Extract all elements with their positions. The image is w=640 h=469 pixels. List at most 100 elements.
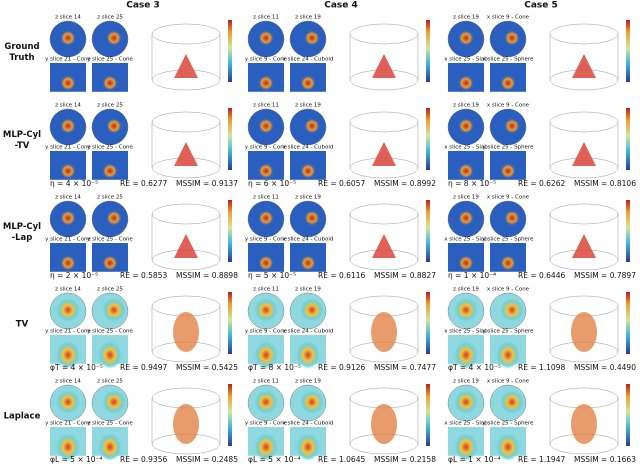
blob — [500, 298, 524, 322]
blob — [98, 341, 122, 369]
colorbar — [426, 108, 430, 170]
blob — [296, 341, 320, 369]
case-title: Case 4 — [324, 1, 358, 11]
volume — [174, 54, 198, 78]
blob — [504, 30, 520, 46]
slice-label: z slice 19 — [295, 287, 321, 293]
slice-label: z slice 19 — [453, 15, 479, 21]
slice-label: z slice 11 — [253, 379, 279, 385]
mssim: MSSIM = 0.8898 — [176, 271, 238, 280]
re: RE = 0.6446 — [518, 271, 565, 280]
slice-label: y slice 21 - Cone — [45, 237, 91, 243]
blob — [458, 255, 474, 271]
blob — [500, 75, 516, 91]
blob — [504, 118, 520, 134]
slice-label: x slice 25 - Slab — [444, 421, 488, 427]
slice-label: z slice 14 — [55, 287, 81, 293]
cyl-top — [151, 203, 221, 225]
volume — [372, 234, 396, 258]
blob — [56, 433, 80, 461]
blob — [300, 390, 324, 414]
volume — [174, 142, 198, 166]
blob — [258, 163, 274, 179]
blob — [106, 210, 122, 226]
mssim: MSSIM = 0.9137 — [176, 179, 238, 188]
re: RE = 1.1947 — [518, 455, 565, 464]
volume — [572, 234, 596, 258]
blob — [254, 433, 278, 461]
re: RE = 0.9126 — [318, 363, 365, 372]
slice-label: x slice 25 - Slab — [444, 329, 488, 335]
slice-label: z slice 19 — [295, 103, 321, 109]
slice-label: x slice 9 - Cone — [487, 287, 530, 293]
blob — [454, 433, 478, 461]
volume — [371, 404, 397, 444]
mssim: MSSIM = 0.8106 — [574, 179, 636, 188]
param: φL = 5 × 10⁻⁴ — [248, 455, 301, 464]
slice-label: x slice 9 - Cone — [487, 15, 530, 21]
slice-label: y slice 9 - Cone — [245, 145, 288, 151]
slice-label: z slice 11 — [253, 103, 279, 109]
volume — [571, 404, 597, 444]
slice-label: y slice 21 - Cone — [45, 57, 91, 63]
cyl-top — [151, 111, 221, 133]
cyl-top — [549, 203, 619, 225]
case-title: Case 3 — [126, 1, 160, 11]
colorbar — [426, 384, 430, 446]
re: RE = 0.6262 — [518, 179, 565, 188]
blob — [496, 433, 520, 461]
slice-label: z slice 19 — [453, 379, 479, 385]
blob — [258, 30, 274, 46]
blob — [454, 298, 478, 322]
cyl-top — [349, 23, 419, 45]
blob — [454, 341, 478, 369]
row-label: -TV — [15, 141, 30, 151]
volume — [371, 312, 397, 352]
slice-label: z slice 14 — [55, 379, 81, 385]
blob — [300, 255, 316, 271]
param: η = 6 × 10⁻⁵ — [248, 179, 296, 188]
blob — [504, 210, 520, 226]
blob — [102, 390, 126, 414]
slice-label: y slice 25 - Cone — [87, 57, 133, 63]
param: η = 2 × 10⁻⁵ — [50, 271, 98, 280]
slice-label: z slice 19 — [453, 287, 479, 293]
blob — [56, 390, 80, 414]
slice-label: x slice 25 - Slab — [444, 237, 488, 243]
re: RE = 1.1098 — [518, 363, 565, 372]
colorbar — [626, 108, 630, 170]
slice-label: y slice 9 - Cone — [245, 329, 288, 335]
row-label: MLP-Cyl — [3, 130, 41, 140]
colorbar — [626, 384, 630, 446]
slice-label: z slice 11 — [253, 195, 279, 201]
mssim: MSSIM = 0.1663 — [574, 455, 636, 464]
mssim: MSSIM = 0.2485 — [176, 455, 238, 464]
blob — [258, 75, 274, 91]
slice-label: y slice 21 - Cone — [45, 329, 91, 335]
param: η = 1 × 10⁻⁴ — [448, 271, 496, 280]
slice-label: y slice 25 - Cone — [87, 237, 133, 243]
blob — [500, 390, 524, 414]
volume — [372, 54, 396, 78]
slice-label: z slice 25 — [97, 195, 123, 201]
slice-label: x slice 9 - Cone — [487, 103, 530, 109]
blob — [300, 163, 316, 179]
cyl-top — [549, 23, 619, 45]
slice-label: x slice 24 - Cuboid — [283, 237, 334, 243]
param: φL = 1 × 10⁻⁴ — [448, 455, 501, 464]
row-label: Truth — [9, 53, 34, 63]
slice-label: z slice 25 — [97, 15, 123, 21]
blob — [60, 255, 76, 271]
blob — [458, 30, 474, 46]
blob — [60, 210, 76, 226]
mssim: MSSIM = 0.8992 — [374, 179, 436, 188]
slice-label: x slice 24 - Cuboid — [283, 421, 334, 427]
slice-label: y slice 25 - Sphere — [483, 329, 535, 335]
slice-label: y slice 25 - Sphere — [483, 237, 535, 243]
slice-label: x slice 9 - Cone — [487, 379, 530, 385]
slice-label: z slice 19 — [453, 103, 479, 109]
mssim: MSSIM = 0.7477 — [374, 363, 436, 372]
blob — [56, 341, 80, 369]
colorbar — [228, 292, 232, 354]
